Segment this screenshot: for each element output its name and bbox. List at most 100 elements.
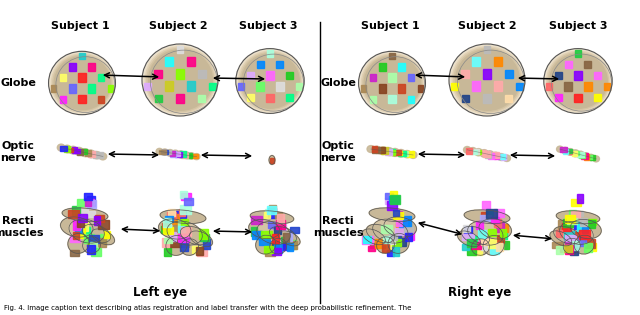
Bar — [555, 72, 562, 79]
Bar — [496, 241, 507, 249]
Bar — [385, 193, 393, 199]
Bar — [180, 191, 187, 198]
Bar — [588, 155, 592, 159]
Ellipse shape — [83, 224, 111, 243]
Bar — [402, 151, 408, 156]
Bar — [64, 146, 70, 152]
Bar — [563, 219, 573, 227]
Text: Subject 1: Subject 1 — [361, 21, 419, 31]
Bar — [198, 70, 205, 78]
Ellipse shape — [367, 146, 375, 152]
Bar — [394, 211, 402, 218]
Bar — [271, 242, 278, 249]
Bar — [484, 46, 490, 53]
Bar — [399, 217, 409, 227]
Bar — [463, 226, 472, 234]
Text: Fig. 4. Image caption text describing atlas registration and label transfer with: Fig. 4. Image caption text describing at… — [4, 305, 412, 311]
Ellipse shape — [545, 50, 611, 112]
Ellipse shape — [278, 231, 300, 246]
Bar — [264, 212, 269, 218]
Bar — [398, 84, 405, 93]
Bar — [559, 245, 568, 252]
Bar — [89, 211, 95, 217]
Bar — [84, 234, 94, 243]
Bar — [563, 149, 568, 153]
Bar — [546, 83, 552, 90]
Bar — [558, 220, 567, 229]
Ellipse shape — [390, 148, 399, 156]
Bar — [574, 71, 582, 80]
Ellipse shape — [461, 226, 490, 245]
Ellipse shape — [574, 235, 595, 254]
Bar — [371, 243, 378, 249]
Bar — [68, 84, 76, 93]
Bar — [570, 247, 578, 255]
Bar — [565, 215, 575, 223]
Bar — [161, 226, 170, 233]
Bar — [579, 153, 586, 158]
Bar — [79, 95, 86, 103]
Ellipse shape — [53, 55, 112, 111]
Ellipse shape — [237, 50, 303, 112]
Ellipse shape — [479, 219, 511, 239]
Ellipse shape — [249, 219, 280, 238]
Bar — [257, 82, 264, 91]
Bar — [170, 151, 175, 156]
Bar — [270, 158, 274, 163]
Bar — [398, 238, 406, 246]
Bar — [370, 96, 376, 103]
Bar — [191, 154, 198, 158]
Ellipse shape — [385, 148, 394, 156]
Bar — [177, 46, 183, 53]
Bar — [265, 248, 275, 256]
Bar — [186, 154, 191, 158]
Bar — [60, 146, 67, 151]
Ellipse shape — [182, 152, 189, 158]
Bar — [204, 239, 210, 249]
Bar — [488, 229, 496, 236]
Bar — [505, 70, 513, 78]
Bar — [177, 211, 186, 218]
Ellipse shape — [388, 233, 409, 253]
Ellipse shape — [69, 146, 77, 154]
Bar — [408, 74, 415, 81]
Bar — [470, 150, 477, 154]
Bar — [479, 238, 487, 246]
Bar — [144, 83, 151, 90]
Bar — [562, 223, 571, 231]
Bar — [78, 73, 86, 82]
Ellipse shape — [159, 219, 191, 239]
Ellipse shape — [145, 47, 215, 113]
Ellipse shape — [572, 150, 579, 157]
Bar — [379, 84, 386, 93]
Ellipse shape — [81, 149, 90, 157]
Bar — [390, 191, 397, 198]
Bar — [196, 248, 207, 256]
Bar — [573, 152, 579, 155]
Bar — [571, 211, 580, 217]
Bar — [276, 82, 284, 91]
Ellipse shape — [161, 149, 168, 155]
Bar — [296, 83, 302, 90]
Bar — [77, 220, 83, 228]
Ellipse shape — [236, 49, 304, 113]
Bar — [491, 217, 499, 223]
Bar — [276, 224, 286, 230]
Bar — [78, 214, 87, 222]
Bar — [175, 152, 182, 157]
Text: Subject 1: Subject 1 — [51, 21, 109, 31]
Ellipse shape — [463, 146, 471, 153]
Bar — [271, 239, 280, 248]
Bar — [407, 151, 414, 158]
Bar — [91, 248, 100, 256]
Bar — [388, 246, 398, 253]
Bar — [500, 241, 509, 249]
Ellipse shape — [557, 146, 563, 152]
Bar — [590, 155, 595, 160]
Bar — [65, 148, 73, 152]
Bar — [72, 147, 77, 153]
Bar — [88, 84, 95, 93]
Ellipse shape — [474, 149, 483, 156]
Ellipse shape — [503, 155, 511, 162]
Bar — [378, 147, 385, 153]
